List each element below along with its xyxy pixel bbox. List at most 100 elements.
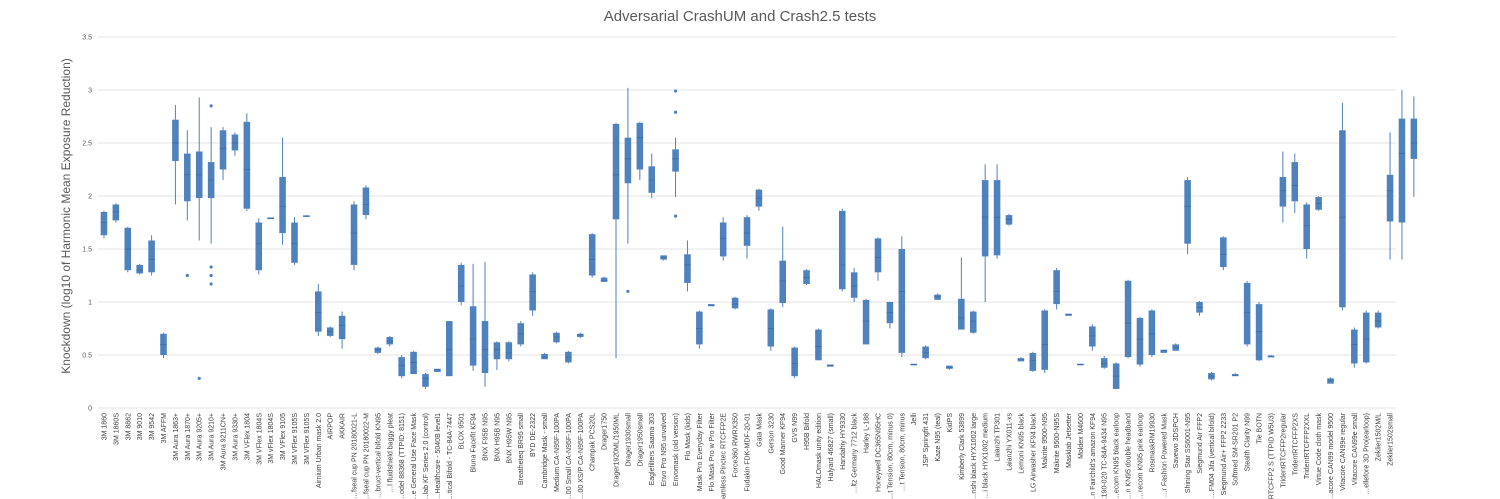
- box-iqr: [457, 264, 465, 302]
- box-item: [231, 132, 239, 156]
- box-item: [791, 346, 798, 379]
- box-iqr: [398, 357, 405, 377]
- category-label: 3M 1860S: [113, 413, 120, 445]
- category-label: …i black HYX1002 medium: [983, 413, 990, 499]
- category-label: …acore CAN99 model 9500: [1328, 413, 1335, 499]
- box-iqr: [1005, 215, 1013, 225]
- box-item: [1374, 310, 1382, 329]
- box-item: [338, 311, 346, 349]
- box-item: [862, 298, 870, 345]
- category-label: …00 Small CA-N95F-100PA: [566, 413, 573, 499]
- box-iqr: [696, 311, 703, 345]
- box-iqr: [243, 121, 251, 209]
- box-item: [624, 87, 632, 244]
- box-iqr: [1148, 310, 1156, 355]
- box-iqr: [993, 180, 1001, 256]
- box-iqr: [922, 346, 929, 359]
- category-label: 3M 9542: [149, 413, 156, 440]
- box-item: [1339, 102, 1346, 311]
- box-iqr: [493, 342, 501, 360]
- box-item: [291, 217, 298, 265]
- category-label: Breatheteq BR95 small: [518, 413, 525, 485]
- category-label: Fudakin FDK-MDF-20-01: [745, 413, 752, 492]
- box-item: [672, 137, 679, 198]
- category-label: Lemoni KN95 black: [1018, 413, 1025, 474]
- box-item: [469, 263, 477, 371]
- box-item: [1041, 309, 1048, 374]
- category-label: …FM04 Jifa (vertical bifold): [1209, 413, 1216, 498]
- box-item: [410, 350, 417, 375]
- outlier-point: [209, 265, 213, 269]
- box-item: [350, 201, 358, 271]
- outlier-point: [673, 89, 678, 93]
- box-item: [1279, 151, 1287, 223]
- box-iqr: [219, 130, 227, 170]
- box-item: [1172, 343, 1179, 351]
- category-label: GVS N99: [792, 413, 799, 443]
- category-label: Jelli: [911, 413, 918, 426]
- box-iqr: [731, 297, 739, 309]
- box-item: [719, 217, 727, 261]
- box-item: [1243, 280, 1251, 347]
- box-item: [934, 293, 941, 300]
- box-iqr: [1279, 176, 1287, 207]
- category-label: TridentRTCFFP2XS: [1292, 413, 1299, 476]
- box-item: [1208, 371, 1215, 381]
- box-item: [1362, 310, 1370, 364]
- box-iqr: [934, 294, 941, 300]
- box-iqr: [969, 311, 977, 333]
- box-iqr: [803, 270, 810, 284]
- category-label: Laianzhi TP301: [995, 413, 1002, 462]
- category-label: BNX H95W N95: [506, 413, 513, 464]
- category-label: Softmed SM-SR201 P2: [1233, 413, 1240, 486]
- y-tick-label: 1: [88, 300, 92, 307]
- box-item: [1327, 377, 1334, 384]
- category-label: Honeywell DC365N95HC: [875, 413, 882, 492]
- box-item: [303, 215, 310, 217]
- box-iqr: [350, 204, 358, 265]
- box-iqr: [577, 333, 584, 337]
- box-item: [1386, 132, 1394, 260]
- box-iqr: [791, 347, 798, 377]
- box-iqr: [279, 176, 286, 234]
- box-iqr: [946, 365, 953, 369]
- category-label: …190-020 TC-84A-9434 N95: [1102, 413, 1109, 499]
- category-label: …n Fairchild's amazon KF94: [1090, 413, 1097, 499]
- box-item: [815, 328, 822, 361]
- box-item: [1029, 351, 1037, 372]
- box-iqr: [767, 309, 775, 347]
- category-label: 3M 9010: [137, 413, 144, 440]
- category-label: Eaglefilters Saama 303: [649, 413, 656, 485]
- category-label: …e General Use Face Mask: [411, 413, 418, 499]
- box-iqr: [1089, 326, 1096, 347]
- category-label: …nshi black HYX1002 large: [971, 413, 978, 499]
- box-iqr: [850, 272, 858, 298]
- category-label: Vitacore CAN99e small: [1352, 413, 1359, 486]
- box-item: [195, 97, 203, 241]
- category-label: Force360 RWRX350: [733, 413, 740, 478]
- box-item: [803, 269, 810, 286]
- boxes: [100, 87, 1418, 389]
- y-tick-label: 3: [88, 88, 92, 95]
- category-label: Medium CA-N95F-100PA: [554, 413, 561, 492]
- box-iqr: [898, 249, 906, 353]
- box-item: [398, 355, 405, 379]
- category-label: Zeklier1502small: [1388, 413, 1395, 466]
- box-iqr: [874, 238, 882, 273]
- box-item: [636, 121, 644, 181]
- category-label: …fseal cup PN 20180021-L: [352, 413, 359, 499]
- category-label: Drager1750: [602, 413, 609, 450]
- box-item: [184, 130, 191, 221]
- box-item: [386, 335, 394, 347]
- box-iqr: [1243, 282, 1251, 345]
- box-item: [850, 268, 858, 302]
- box-iqr: [1160, 349, 1168, 353]
- category-label: Drager1930small: [625, 413, 632, 467]
- box-item: [981, 164, 989, 302]
- category-label: 3M VFlex 9105: [280, 413, 287, 460]
- box-iqr: [255, 222, 263, 271]
- y-axis-title: Knockdown (log10 of Harmonic Mean Exposu…: [59, 58, 73, 374]
- box-item: [1184, 176, 1191, 255]
- box-item: [708, 304, 715, 307]
- box-item: [457, 262, 465, 306]
